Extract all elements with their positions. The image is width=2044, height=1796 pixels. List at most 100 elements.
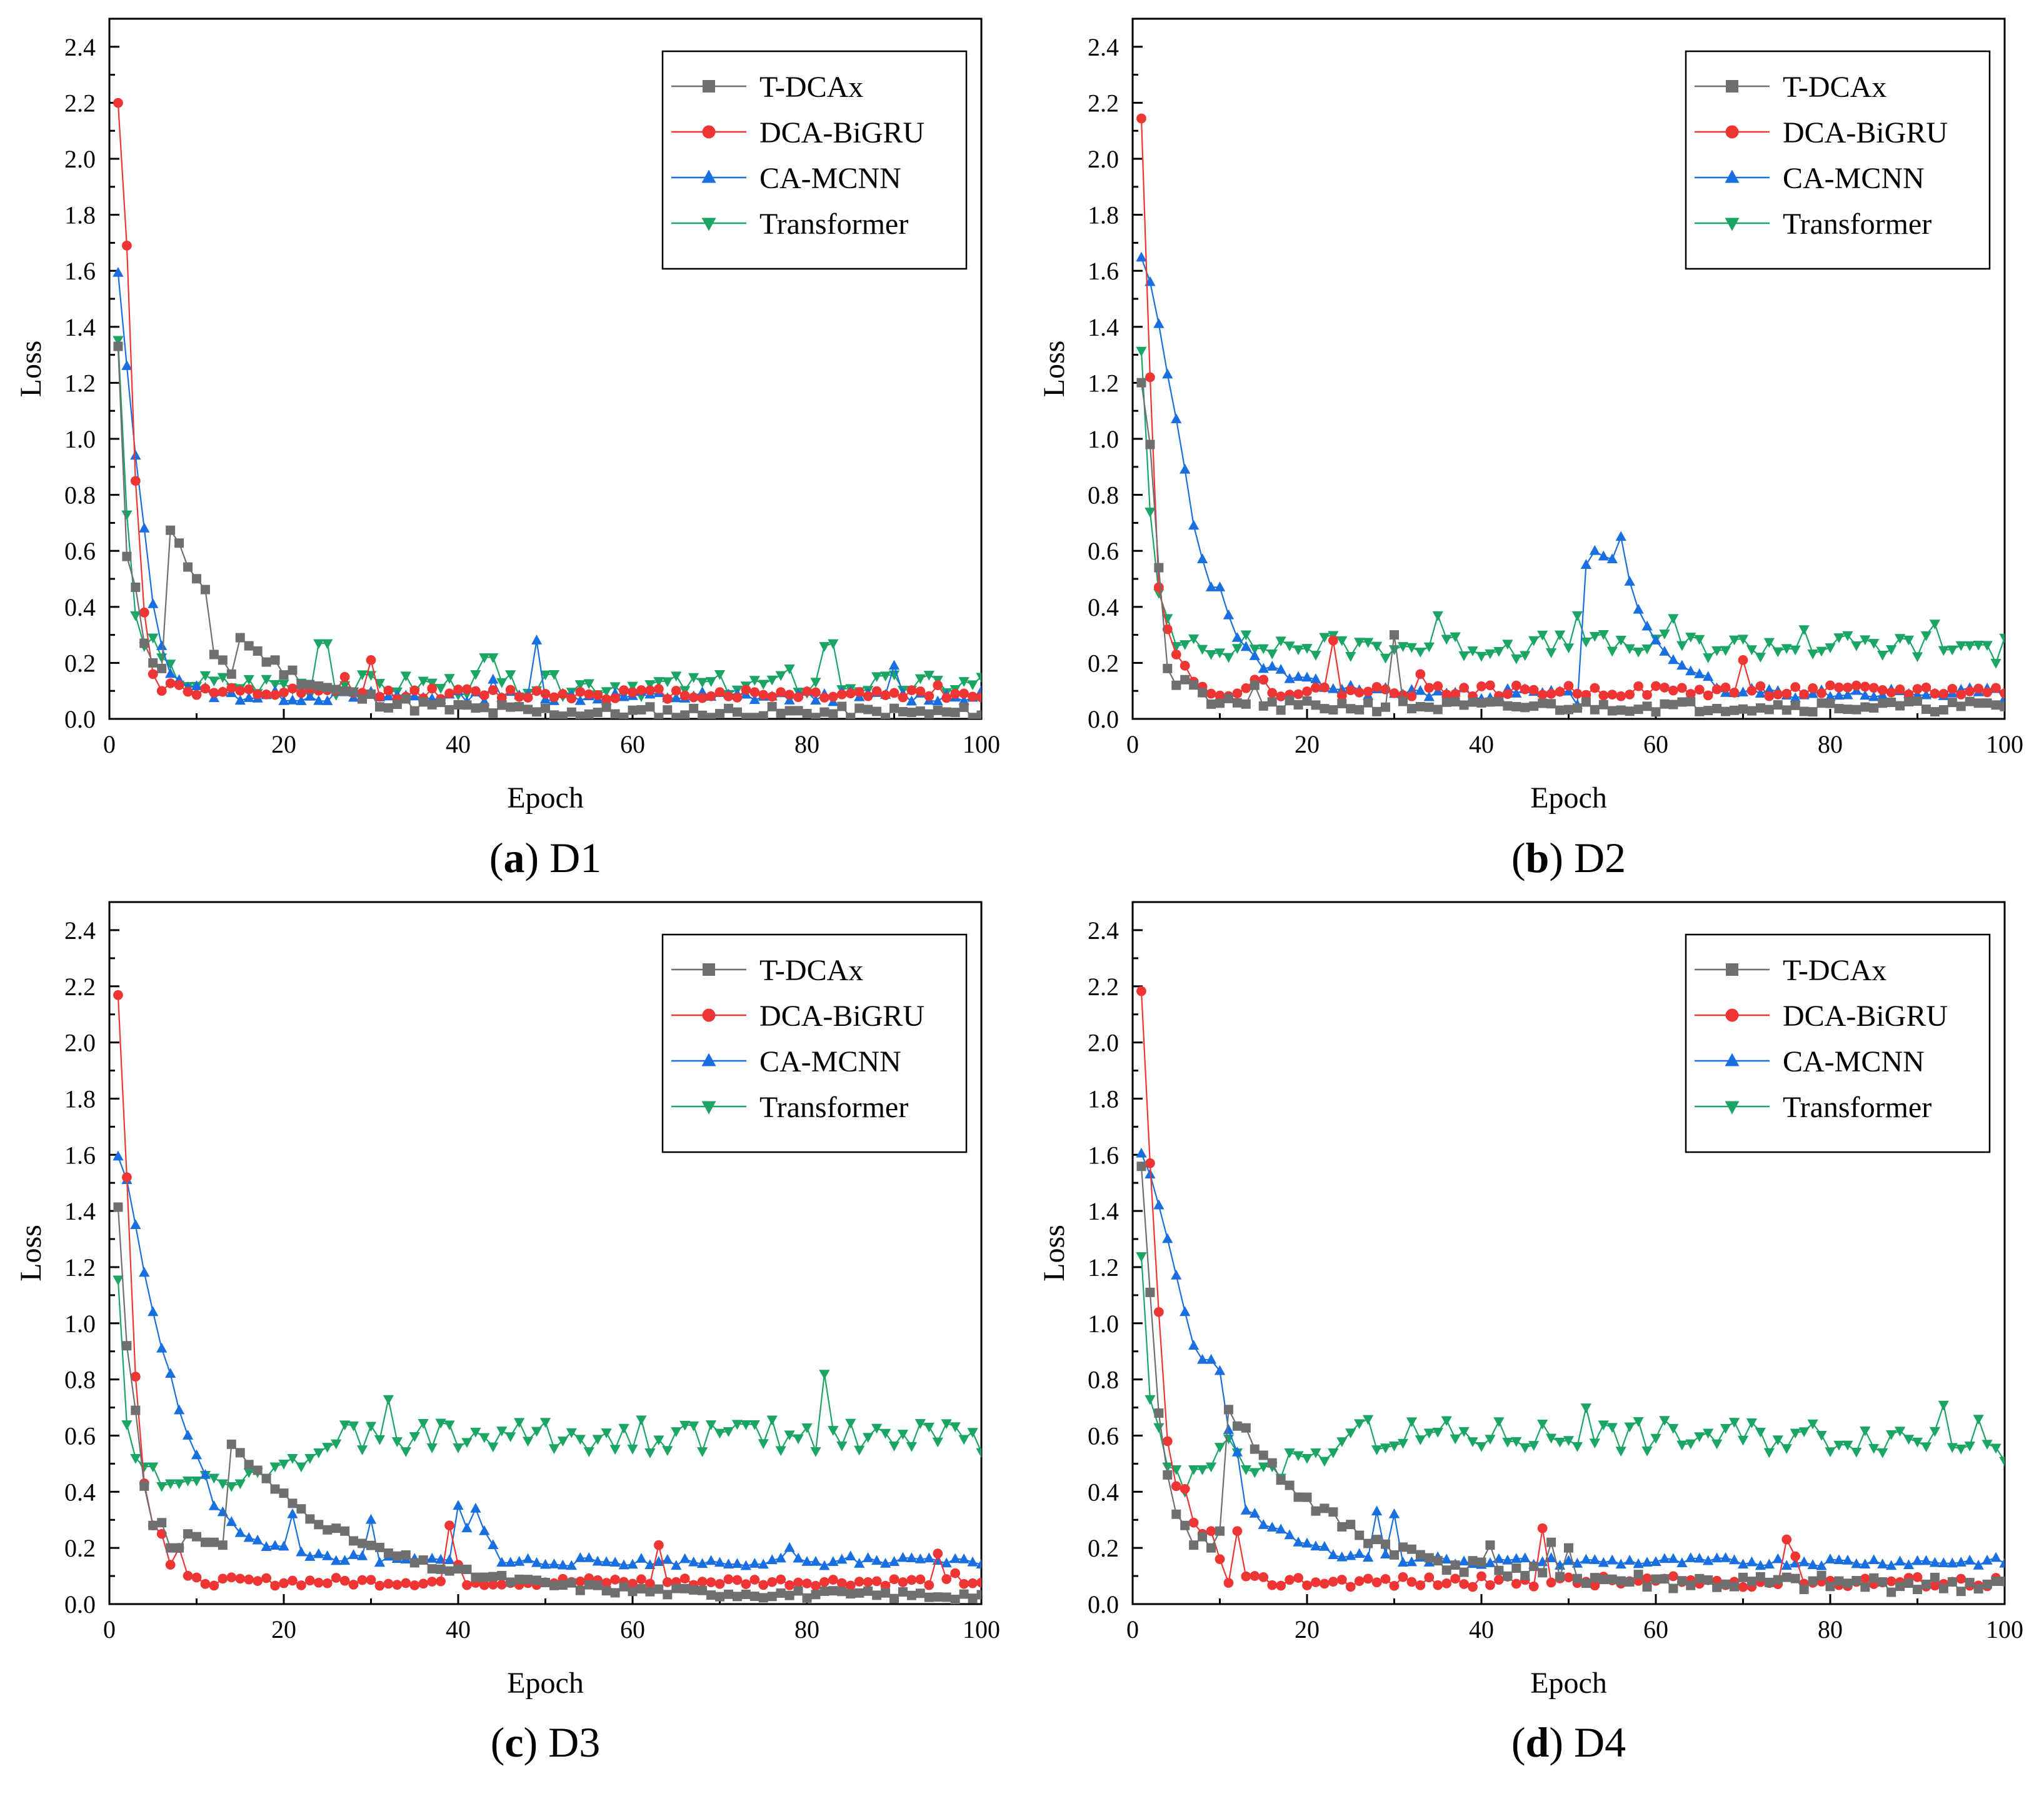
data-point-dca-bigru [1354,1576,1365,1587]
data-point-ca-mcnn [1598,550,1609,561]
data-point-transformer [1973,641,1984,651]
x-tick-label: 80 [1818,1615,1843,1643]
data-point-t-dcax [1851,705,1861,715]
data-point-t-dcax [1738,704,1748,714]
data-point-dca-bigru [1424,1572,1435,1583]
data-point-dca-bigru [1633,681,1643,691]
data-point-dca-bigru [828,691,838,702]
data-point-t-dcax [1529,1562,1539,1572]
y-tick-label: 2.0 [1088,1029,1119,1057]
data-point-t-dcax [1520,1570,1530,1580]
data-point-transformer [1929,1427,1941,1437]
data-point-t-dcax [663,1590,673,1600]
data-point-dca-bigru [784,1580,794,1590]
data-point-transformer [339,1420,351,1431]
data-point-ca-mcnn [191,1449,203,1460]
data-point-dca-bigru [139,607,149,618]
data-point-t-dcax [1232,1421,1242,1431]
legend-label-transformer: Transformer [759,1091,908,1124]
data-point-t-dcax [1607,1574,1617,1584]
data-point-t-dcax [1163,1470,1173,1480]
data-point-transformer [1336,636,1348,646]
data-point-t-dcax [1895,1582,1905,1592]
data-point-transformer [967,680,978,691]
data-point-dca-bigru [802,686,812,696]
data-point-transformer [566,1428,577,1438]
data-point-dca-bigru [1746,685,1757,696]
data-point-dca-bigru [1590,1580,1600,1591]
data-point-dca-bigru [488,685,498,695]
data-point-transformer [1354,1419,1365,1430]
y-axis-label: Loss [14,341,48,398]
data-point-dca-bigru [1668,685,1678,696]
data-point-ca-mcnn [1851,1558,1862,1568]
data-point-dca-bigru [1153,582,1164,593]
data-point-ca-mcnn [1755,688,1766,698]
data-point-ca-mcnn [1284,1529,1295,1540]
data-point-transformer [932,1437,943,1448]
caption-paren-open: ( [1511,834,1526,881]
data-point-t-dcax [1869,703,1879,713]
data-point-transformer [1145,508,1156,518]
data-point-t-dcax [1538,698,1548,708]
data-point-transformer [819,642,830,652]
data-point-dca-bigru [1651,681,1661,691]
data-point-dca-bigru [758,690,769,700]
caption-text: ) D2 [1549,834,1626,881]
y-tick-label: 0.8 [64,1366,96,1394]
data-point-t-dcax [1913,1585,1922,1595]
data-point-ca-mcnn [923,1552,934,1563]
data-point-t-dcax [1886,1587,1896,1597]
data-point-t-dcax [1730,1582,1740,1592]
data-point-transformer [243,675,254,685]
data-point-transformer [1833,1440,1845,1451]
data-point-t-dcax [802,1593,812,1603]
data-point-dca-bigru [811,687,821,698]
data-point-dca-bigru [1781,688,1792,699]
data-point-t-dcax [1730,705,1740,715]
data-point-dca-bigru [1406,1577,1417,1587]
data-point-transformer [723,1427,734,1437]
data-point-t-dcax [270,1484,280,1494]
data-point-ca-mcnn [566,1560,577,1570]
data-point-transformer [1284,641,1295,652]
data-point-dca-bigru [1336,691,1347,701]
data-point-t-dcax [1677,1576,1687,1586]
caption-paren-open: ( [489,834,504,881]
data-point-transformer [1816,646,1827,657]
data-point-t-dcax [1668,700,1678,710]
data-point-transformer [374,679,386,689]
data-point-t-dcax [1564,705,1573,715]
data-point-transformer [609,1445,621,1455]
data-point-transformer [1485,1435,1496,1445]
data-point-dca-bigru [1241,683,1251,693]
data-point-t-dcax [898,1587,908,1597]
data-point-dca-bigru [1886,1576,1896,1587]
data-point-t-dcax [514,701,524,711]
data-point-dca-bigru [1921,682,1931,693]
data-point-transformer [1415,1435,1426,1445]
data-point-ca-mcnn [113,266,124,277]
data-point-dca-bigru [348,1579,359,1590]
data-point-transformer [949,1422,961,1433]
legend-marker-dca-bigru [1725,1008,1739,1022]
data-point-ca-mcnn [879,1557,891,1568]
data-point-transformer [1903,635,1915,646]
data-point-ca-mcnn [1275,664,1286,674]
data-point-dca-bigru [749,1575,760,1585]
data-point-dca-bigru [1285,1575,1295,1585]
data-point-dca-bigru [610,1574,620,1585]
data-point-t-dcax [1328,1507,1338,1517]
data-point-transformer [1450,1434,1461,1445]
data-point-ca-mcnn [1136,251,1147,262]
data-point-t-dcax [767,701,777,711]
data-point-transformer [1650,1433,1661,1444]
data-point-t-dcax [1695,1573,1705,1583]
data-point-dca-bigru [1572,688,1583,699]
y-tick-label: 1.8 [64,201,96,229]
data-point-transformer [1659,1416,1670,1427]
data-point-transformer [1703,1428,1714,1439]
data-point-ca-mcnn [976,1558,981,1569]
data-point-t-dcax [654,1584,664,1594]
data-point-transformer [1589,1438,1600,1448]
